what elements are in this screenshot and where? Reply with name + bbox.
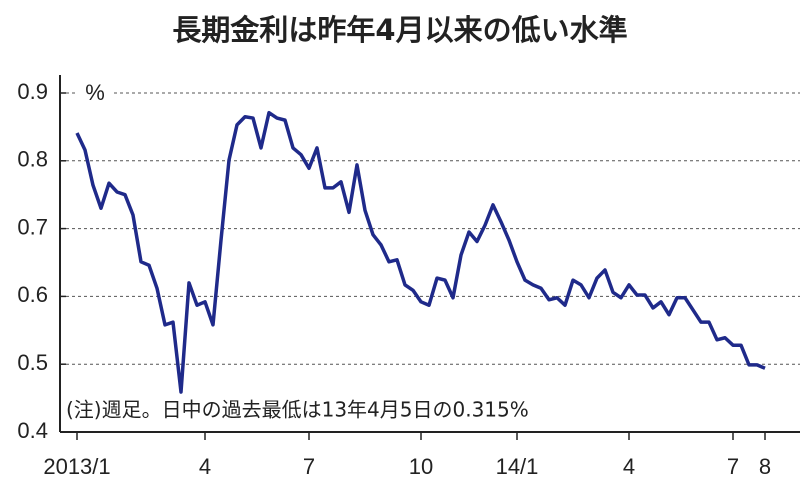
x-tick-label: 2013/1 <box>43 454 110 479</box>
y-tick-label: 0.7 <box>17 214 48 239</box>
y-unit: % <box>85 80 105 105</box>
annotation: (注)週足。日中の過去最低は13年4月5日の0.315% <box>66 398 529 422</box>
chart-title: 長期金利は昨年4月以来の低い水準 <box>172 13 627 47</box>
y-tick-label: 0.6 <box>17 282 48 307</box>
x-tick-label: 7 <box>727 454 739 479</box>
x-tick-label: 4 <box>623 454 635 479</box>
y-tick-label: 0.8 <box>17 147 48 172</box>
x-tick-label: 4 <box>199 454 211 479</box>
y-tick-label: 0.9 <box>17 79 48 104</box>
x-tick-label: 7 <box>303 454 315 479</box>
y-tick-label: 0.5 <box>17 350 48 375</box>
x-tick-label: 14/1 <box>496 454 539 479</box>
unit-bg <box>78 80 112 106</box>
x-tick-label: 10 <box>409 454 433 479</box>
data-line <box>75 110 766 394</box>
y-tick-label: 0.4 <box>17 418 48 443</box>
x-tick-label: 8 <box>759 454 771 479</box>
